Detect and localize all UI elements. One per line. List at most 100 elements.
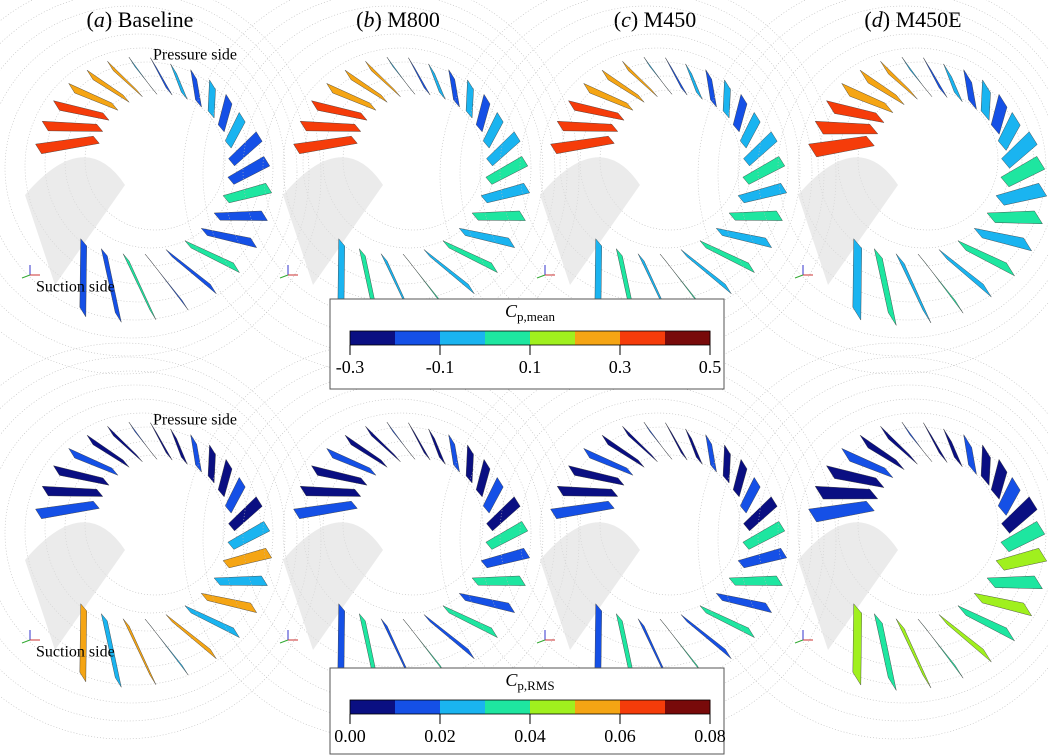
blade [601, 434, 645, 468]
blade [957, 240, 1016, 277]
blade [722, 79, 731, 119]
mesh [757, 19, 1048, 321]
blade [465, 79, 474, 119]
blade [68, 447, 119, 476]
colorbar-symbol: C [505, 670, 518, 690]
mesh [697, 0, 1048, 375]
colorbar-segment [440, 700, 486, 714]
blade [471, 210, 526, 221]
mesh [4, 33, 274, 303]
blade [53, 100, 110, 121]
blade [222, 183, 273, 204]
blade [442, 240, 499, 274]
blade [880, 61, 918, 100]
colorbar-tick-label: 0.5 [699, 357, 722, 377]
mesh [242, 384, 544, 686]
mesh [717, 356, 1048, 722]
blade [475, 458, 491, 498]
blade [207, 79, 216, 119]
mesh [499, 19, 801, 321]
blade [808, 135, 875, 158]
colorbar-segment [485, 331, 531, 345]
blade [880, 426, 918, 465]
blade [486, 496, 521, 532]
blade [386, 56, 416, 95]
blade [583, 82, 634, 111]
blade [144, 253, 189, 311]
colorbar-symbol: C [505, 301, 518, 321]
mesh [262, 398, 532, 668]
blade [997, 476, 1021, 516]
blade [35, 135, 100, 154]
mesh [44, 426, 250, 632]
blade [568, 100, 625, 121]
blade [486, 131, 521, 167]
blade [841, 447, 894, 479]
colorbar-subscript: p,RMS [517, 678, 554, 693]
blade [485, 156, 529, 185]
blade [386, 421, 416, 460]
blade [228, 496, 263, 532]
blade [107, 61, 143, 97]
mesh [559, 426, 765, 632]
blade [293, 500, 358, 519]
blade [917, 253, 964, 314]
mesh [737, 370, 1048, 704]
mesh [559, 61, 765, 267]
annotation: Suction side [36, 279, 115, 296]
blade [228, 131, 263, 167]
blade [814, 486, 879, 500]
blade [165, 614, 217, 659]
blade [556, 486, 619, 497]
blade [852, 603, 862, 686]
blade [705, 434, 717, 473]
blade [685, 63, 703, 100]
colorbar-segment [350, 700, 396, 714]
mesh [817, 61, 1023, 267]
blade [344, 69, 388, 103]
annotation: Suction side [36, 644, 115, 661]
colorbar-segment [530, 700, 576, 714]
blade [859, 434, 905, 470]
blade [190, 434, 202, 473]
blade [901, 421, 933, 462]
blade [728, 210, 783, 221]
blade [739, 476, 761, 514]
colorbar-segment [350, 331, 396, 345]
axis-icon [536, 274, 546, 279]
blade [428, 63, 446, 100]
mesh [817, 426, 1023, 632]
blade [699, 240, 756, 274]
blade [428, 428, 446, 465]
blade [213, 210, 268, 221]
rendering [697, 0, 1048, 375]
blade [680, 249, 732, 294]
blade [408, 422, 431, 461]
mesh [222, 5, 556, 339]
blade [224, 111, 246, 149]
blade [1001, 131, 1038, 169]
blade [35, 500, 100, 519]
colorbar-subscript: p,mean [517, 309, 555, 324]
blade [344, 434, 388, 468]
blade [227, 521, 271, 550]
panel-name: M800 [387, 7, 440, 32]
mesh [479, 5, 813, 339]
blade [1001, 496, 1038, 534]
blade [128, 421, 158, 460]
blade [699, 605, 756, 639]
mesh [499, 384, 801, 686]
rendering [0, 0, 322, 375]
blade [841, 82, 894, 114]
blade [568, 465, 625, 486]
blade [190, 69, 202, 108]
colorbar-tick-label: 0.04 [514, 726, 546, 746]
blade [122, 253, 157, 320]
blade [917, 618, 964, 679]
blade [471, 575, 526, 586]
panel-letter: d [872, 7, 884, 32]
hub [25, 522, 125, 650]
mesh [0, 19, 286, 321]
blade [448, 69, 460, 108]
blade [895, 618, 932, 689]
